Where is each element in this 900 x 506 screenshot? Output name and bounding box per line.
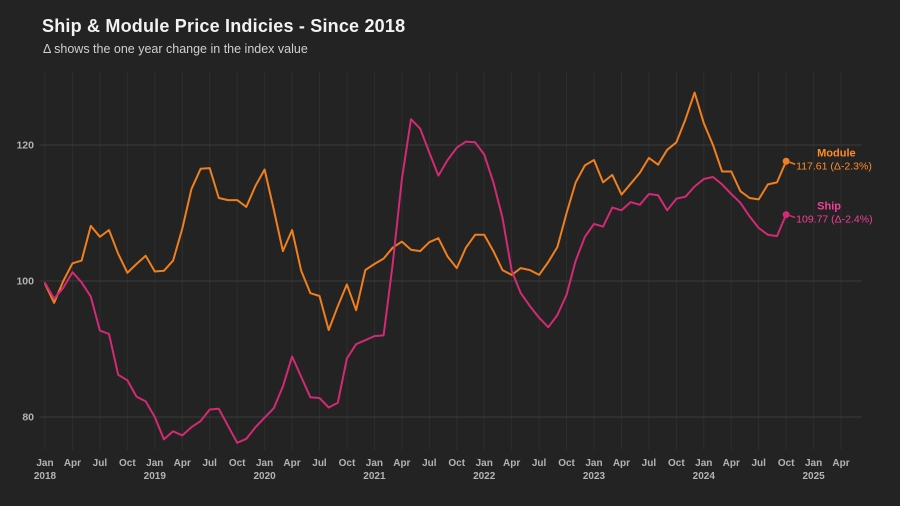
y-tick-label: 100 [16,276,34,288]
x-tick-year: 2020 [253,471,276,482]
endpoint-connector [789,161,796,165]
x-tick-month: Apr [723,458,740,469]
x-tick-year: 2019 [144,471,167,482]
y-tick-label: 80 [22,412,34,424]
x-tick-month: Jul [312,458,327,469]
series-endpoint-module [782,157,790,165]
x-tick-month: Jan [36,458,53,469]
y-tick-label: 120 [16,140,34,152]
x-tick-month: Oct [558,458,575,469]
x-tick-month: Jul [751,458,766,469]
x-tick-month: Jul [422,458,437,469]
series-value-label-ship: 109.77 (Δ-2.4%) [796,214,872,226]
page-subtitle: Δ shows the one year change in the index… [43,42,308,56]
series-line-ship [44,118,788,444]
x-tick-month: Apr [174,458,191,469]
x-tick-month: Oct [448,458,465,469]
x-tick-month: Jan [695,458,712,469]
series-name-label-ship: Ship [817,201,841,213]
x-tick-month: Apr [832,458,849,469]
x-tick-month: Apr [393,458,410,469]
x-tick-year: 2022 [473,471,496,482]
x-tick-month: Jan [366,458,383,469]
x-tick-month: Apr [503,458,520,469]
x-tick-year: 2021 [363,471,386,482]
series-name-label-module: Module [817,147,856,159]
x-tick-month: Jan [256,458,273,469]
x-tick-month: Apr [283,458,300,469]
page-title: Ship & Module Price Indicies - Since 201… [42,16,406,36]
x-tick-year: 2024 [693,471,716,482]
x-tick-month: Oct [119,458,136,469]
x-tick-year: 2023 [583,471,606,482]
series-endpoint-ship [782,211,790,219]
series-value-label-module: 117.61 (Δ-2.3%) [796,160,872,172]
x-tick-month: Oct [668,458,685,469]
x-tick-month: Oct [229,458,246,469]
x-tick-month: Apr [64,458,81,469]
x-tick-month: Jul [202,458,217,469]
x-tick-month: Jul [642,458,657,469]
x-tick-month: Jan [146,458,163,469]
x-tick-month: Jan [585,458,602,469]
x-tick-year: 2018 [34,471,57,482]
x-tick-month: Jan [805,458,822,469]
x-tick-month: Oct [339,458,356,469]
x-tick-year: 2025 [802,471,825,482]
x-tick-month: Apr [613,458,630,469]
endpoint-connector [789,214,796,219]
x-tick-month: Jul [93,458,108,469]
x-tick-month: Oct [778,458,795,469]
x-tick-month: Jan [476,458,493,469]
series-line-module [44,91,788,331]
x-tick-month: Jul [532,458,547,469]
